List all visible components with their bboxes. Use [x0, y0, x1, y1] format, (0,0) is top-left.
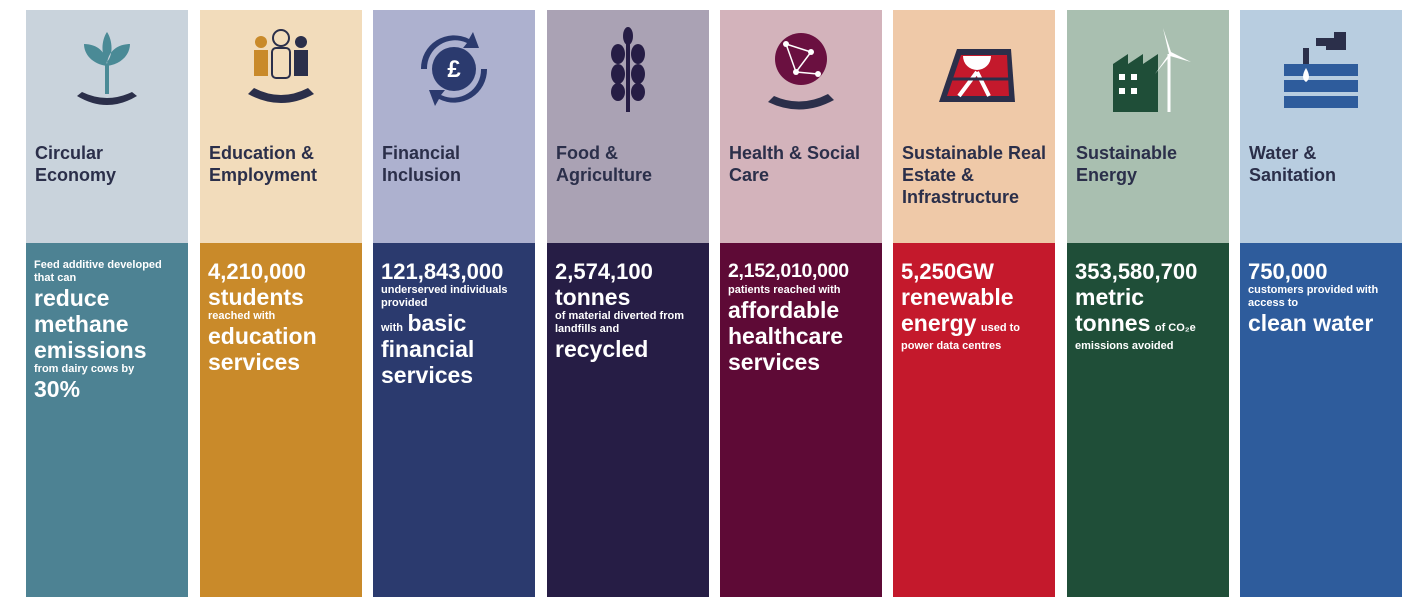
impact-column: Health & Social Care 2,152,010,000 patient… — [720, 10, 882, 597]
stat-text: 30% — [34, 376, 81, 402]
column-stats: 2,152,010,000 patients reached with afford… — [720, 243, 882, 597]
stat-text: reached with — [208, 310, 276, 322]
stat-text: used to power data centres — [901, 322, 1021, 352]
stat-text: underserved individuals provided — [381, 284, 508, 309]
stat-text: 353,580,700 — [1075, 259, 1198, 284]
column-title: Sustainable Energy — [1076, 143, 1178, 185]
column-title: Circular Economy — [35, 143, 117, 185]
stat-text: 2,574,100 — [555, 259, 653, 284]
stat-text: basic financial services — [381, 310, 475, 388]
column-header: Sustainable Energy — [1067, 10, 1229, 243]
stat-text: from dairy cows by — [34, 363, 135, 375]
column-header: Education & Employment — [200, 10, 362, 243]
column-title: Education & Employment — [209, 143, 318, 185]
column-header: Health & Social Care — [720, 10, 882, 243]
stat-text: with — [381, 322, 403, 334]
impact-column: Circular Economy Feed additive developed … — [26, 10, 188, 597]
column-icon — [77, 32, 137, 105]
column-header: Circular Economy — [26, 10, 188, 243]
column-title: Food & Agriculture — [556, 143, 653, 185]
impact-column: Sustainable Energy 353,580,700 metric tonne… — [1067, 10, 1229, 597]
column-header: £ Financial Inclusion — [373, 10, 535, 243]
column-stats: Feed additive developed that can reduce m… — [26, 243, 188, 597]
column-header: Sustainable Real Estate & Infrastructure — [893, 10, 1055, 243]
column-icon — [939, 49, 1015, 102]
stat-text: renewable — [901, 284, 1014, 310]
stat-text: 121,843,000 — [381, 259, 504, 284]
stat-text: 750,000 — [1248, 259, 1328, 284]
column-stats: 121,843,000 underserved individuals provi… — [373, 243, 535, 597]
column-stats: 2,574,100 tonnes of material diverted from… — [547, 243, 709, 597]
stat-text: recycled — [555, 336, 649, 362]
stat-text: affordable healthcare services — [728, 297, 844, 375]
column-icon — [248, 29, 314, 103]
stat-text: customers provided with access to — [1248, 284, 1379, 309]
impact-column: £ Financial Inclusion 121,843,000 underserv… — [373, 10, 535, 597]
stat-text: metric — [1075, 284, 1145, 310]
stat-text: of CO₂e emissions avoided — [1075, 322, 1196, 352]
column-title: Financial Inclusion — [382, 143, 462, 185]
stat-text: tonnes — [1075, 310, 1151, 336]
impact-column: Food & Agriculture 2,574,100 tonnes of mate… — [547, 10, 709, 597]
impact-column: Sustainable Real Estate & Infrastructure… — [893, 10, 1055, 597]
column-stats: 353,580,700 metric tonnes of CO₂e emission… — [1067, 243, 1229, 597]
stat-text: 5,250GW — [901, 259, 994, 284]
column-header: Water & Sanitation — [1240, 10, 1402, 243]
column-icon — [768, 33, 834, 110]
stat-text: of material diverted from landfills and — [555, 310, 684, 335]
svg-text:£: £ — [447, 56, 461, 83]
column-icon — [611, 27, 645, 112]
stat-text: 2,152,010,000 — [728, 260, 849, 282]
column-title: Sustainable Real Estate & Infrastructure — [902, 143, 1047, 207]
column-title: Health & Social Care — [729, 143, 861, 185]
column-header: Food & Agriculture — [547, 10, 709, 243]
stat-text: 4,210,000 — [208, 259, 306, 284]
stat-text: education services — [208, 323, 317, 375]
stat-text: Feed additive developed that can — [34, 259, 162, 284]
column-stats: 5,250GW renewable energy used to power dat… — [893, 243, 1055, 597]
stat-text: clean water — [1248, 310, 1374, 336]
stat-text: students — [208, 284, 304, 310]
stat-text: tonnes — [555, 284, 631, 310]
stat-text: energy — [901, 310, 977, 336]
stat-text: reduce methane emissions — [34, 285, 147, 363]
column-icon — [1113, 28, 1191, 112]
column-stats: 4,210,000 students reached with education s… — [200, 243, 362, 597]
stat-text: patients reached with — [728, 284, 841, 296]
column-icon — [1284, 32, 1358, 108]
impact-column: Water & Sanitation 750,000 customers provi… — [1240, 10, 1402, 597]
column-title: Water & Sanitation — [1249, 143, 1337, 185]
column-icon: £ — [420, 32, 488, 106]
column-stats: 750,000 customers provided with access to… — [1240, 243, 1402, 597]
impact-column: Education & Employment 4,210,000 students r… — [200, 10, 362, 597]
